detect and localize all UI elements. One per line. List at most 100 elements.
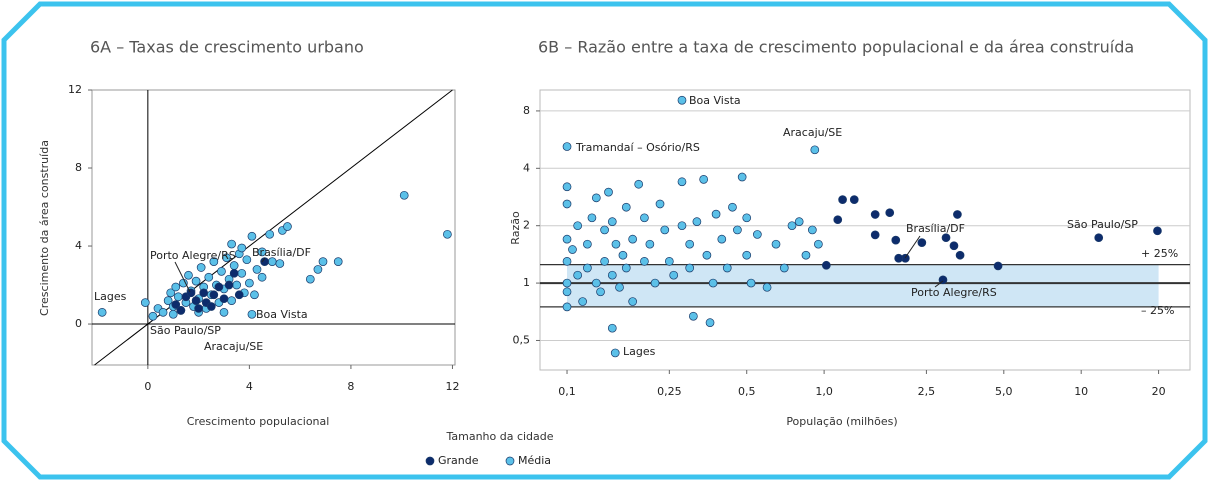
point [578,297,587,306]
point [399,190,409,200]
point [794,217,804,227]
point [685,239,695,249]
point [611,239,621,249]
point [573,221,583,231]
point [746,278,756,288]
point [993,261,1003,271]
point [313,265,323,274]
point [728,202,737,212]
annotation: São Paulo/SP [150,324,221,337]
point [562,234,572,244]
point [753,230,762,239]
legend-title: Tamanho da cidade [445,430,553,443]
point [801,250,811,260]
point [849,195,859,204]
annotation: Tramandaí – Osório/RS [575,141,700,154]
point [562,302,572,312]
x-tick-label: 1,0 [815,385,833,398]
point [283,222,292,231]
point [191,276,201,286]
point [618,250,628,260]
point [247,309,257,319]
point [677,177,687,187]
point [941,233,951,243]
annotation: + 25% [1141,247,1178,260]
y-tick-label: 0 [75,317,82,330]
band [567,264,1159,307]
y-tick-label: 4 [75,239,82,252]
point [214,282,224,292]
point [247,231,257,241]
point [891,235,901,245]
point [194,304,203,313]
point [250,290,259,300]
point [222,253,231,263]
point [562,287,572,297]
point [607,217,617,227]
point [443,229,452,239]
x-tick-label: 5,0 [995,385,1013,398]
point [771,239,781,249]
x-tick-label: 4 [246,380,253,393]
point [257,247,267,257]
y-tick-label: 8 [75,161,82,174]
point [206,302,216,311]
point [275,259,285,268]
point [699,175,709,184]
point [237,268,247,278]
annotation: Porto Alegre/RS [911,286,997,299]
point [607,270,617,280]
annotation: São Paulo/SP [1067,218,1138,231]
point [265,229,275,239]
point [568,245,577,254]
point [838,195,847,204]
point [179,278,188,288]
point [885,208,895,218]
point [227,239,236,249]
x-tick-label: 0,5 [738,385,756,398]
point [186,288,196,298]
point [807,225,817,235]
y-axis-label: Crescimento da área construída [38,140,51,316]
point [97,307,107,317]
x-tick-label: 0,25 [657,385,682,398]
point [583,239,592,249]
point [655,199,665,209]
point [949,241,959,251]
point [779,263,789,273]
annotation: Lages [94,290,127,303]
point [305,274,315,284]
x-tick-label: 2,5 [918,385,936,398]
point [810,145,820,155]
point [173,292,183,302]
y-tick-label: 8 [523,104,530,117]
point [917,238,927,247]
point [209,257,219,266]
point [711,209,721,219]
point [660,225,670,235]
point [1094,233,1104,243]
point [587,213,597,223]
point [229,268,239,278]
point [634,179,644,189]
point [615,282,624,292]
point [140,298,150,307]
x-tick-label: 12 [445,380,459,393]
annotation: Boa Vista [689,94,741,107]
point [196,263,206,272]
point [717,234,727,244]
point [591,193,601,203]
plot-area [91,89,456,366]
point [955,250,965,260]
point [669,270,679,280]
x-axis-label: Crescimento populacional [187,415,330,428]
point [562,257,572,266]
plot-area [539,89,1191,371]
point [953,210,962,219]
annotation: Boa Vista [256,308,308,321]
point [158,307,168,317]
x-tick-label: 20 [1152,385,1166,398]
annotation: Aracaju/SE [783,126,842,139]
